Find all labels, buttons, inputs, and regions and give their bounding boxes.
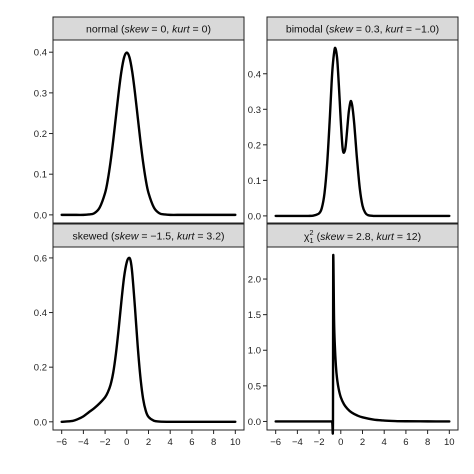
- x-tick-label: −2: [100, 437, 111, 448]
- x-tick-label: 4: [168, 437, 173, 448]
- strip-label-skewed: skewed (skew = −1.5, kurt = 3.2): [72, 231, 224, 243]
- strip-label-normal: normal (skew = 0, kurt = 0): [86, 24, 211, 36]
- x-tick-label: 10: [444, 437, 455, 448]
- y-tick-label: 0.0: [248, 211, 261, 222]
- y-tick-label: 0.4: [34, 48, 47, 59]
- y-axis: 0.0 0.5 1.0 1.5 2.0: [248, 275, 267, 428]
- x-tick-label: 6: [403, 437, 408, 448]
- y-axis: 0.0 0.1 0.2 0.3 0.4: [248, 69, 267, 222]
- x-tick-label: 8: [425, 437, 430, 448]
- density-curve-chi-squared: [274, 253, 451, 435]
- y-tick-label: 0.5: [248, 381, 261, 392]
- y-axis: 0.0 0.2 0.4 0.6: [34, 253, 53, 428]
- y-tick-label: 0.4: [34, 308, 47, 319]
- x-axis: −6 −4 −2 0 2 4 6 8 10: [56, 430, 241, 448]
- y-tick-label: 0.1: [248, 176, 261, 187]
- facet-bimodal: bimodal (skew = 0.3, kurt = −1.0) 0.0 0.1…: [248, 16, 459, 224]
- y-tick-label: 0.3: [248, 105, 261, 116]
- x-tick-label: 0: [338, 437, 343, 448]
- y-tick-label: 0.6: [34, 253, 47, 264]
- y-tick-label: 0.3: [34, 88, 47, 99]
- y-tick-label: 0.0: [34, 210, 47, 221]
- y-tick-label: 0.1: [34, 170, 47, 181]
- facet-chi-squared: χ2 1 (skew = 2.8, kurt = 12) 0.0 0.5 1.0 1.5…: [248, 223, 459, 448]
- x-tick-label: −4: [78, 437, 89, 448]
- y-tick-label: 0.0: [34, 417, 47, 428]
- y-tick-label: 0.4: [248, 69, 261, 80]
- strip-label-chi-squared: χ2 1 (skew = 2.8, kurt = 12): [304, 228, 421, 245]
- y-tick-label: 0.2: [34, 129, 47, 140]
- y-tick-label: 1.0: [248, 346, 261, 357]
- strip-label-bimodal: bimodal (skew = 0.3, kurt = −1.0): [286, 24, 439, 36]
- panel-border: [52, 39, 245, 224]
- x-tick-label: 8: [211, 437, 216, 448]
- density-curve-bimodal: [274, 46, 451, 218]
- facet-normal: normal (skew = 0, kurt = 0) 0.0 0.1 0.2 0.3…: [34, 16, 245, 224]
- y-tick-label: 1.5: [248, 310, 261, 321]
- x-tick-label: −4: [292, 437, 303, 448]
- density-curve-normal: [60, 51, 237, 217]
- panel-border: [266, 39, 459, 224]
- facet-skewed: skewed (skew = −1.5, kurt = 3.2) 0.00.20…: [34, 223, 245, 448]
- density-curve-skewed: [60, 256, 237, 424]
- y-axis: 0.0 0.1 0.2 0.3 0.4: [34, 48, 53, 221]
- x-tick-label: −2: [314, 437, 325, 448]
- x-tick-label: 10: [230, 437, 241, 448]
- y-tick-label: 0.2: [248, 140, 261, 151]
- y-tick-label: 2.0: [248, 275, 261, 286]
- x-tick-label: 2: [146, 437, 151, 448]
- y-tick-label: 0.0: [248, 417, 261, 428]
- x-tick-label: −6: [270, 437, 281, 448]
- x-tick-label: 0: [124, 437, 129, 448]
- y-tick-label: 0.2: [34, 363, 47, 374]
- x-tick-label: −6: [56, 437, 67, 448]
- x-axis: −6 −4 −2 0 2 4 6 8 10: [270, 430, 455, 448]
- x-tick-label: 6: [189, 437, 194, 448]
- x-tick-label: 2: [360, 437, 365, 448]
- x-tick-label: 4: [382, 437, 387, 448]
